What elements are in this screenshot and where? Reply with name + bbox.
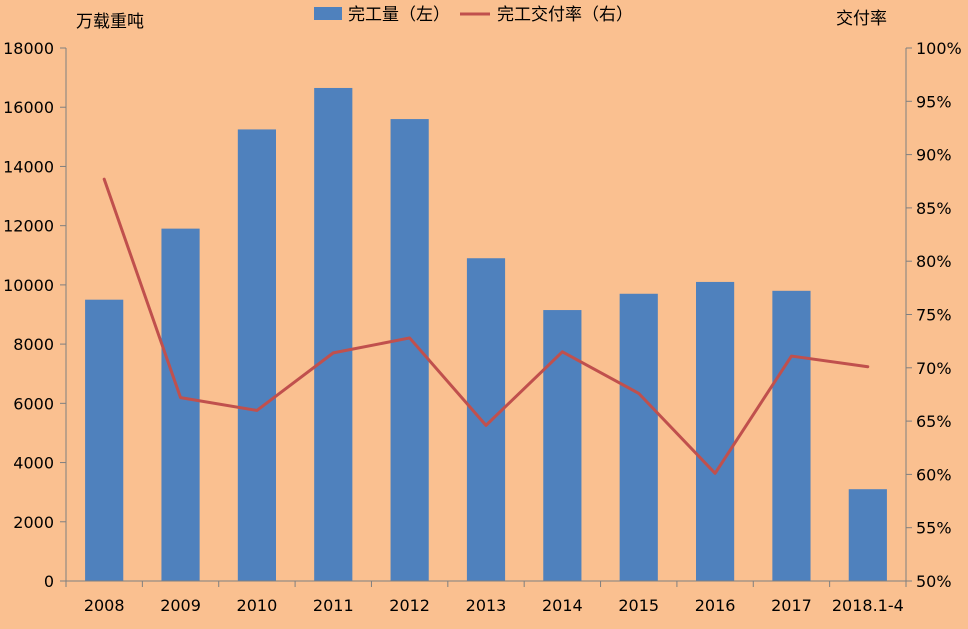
legend-swatch-bar bbox=[314, 7, 342, 20]
bar-2014 bbox=[543, 310, 582, 581]
legend-label-bar: 完工量（左） bbox=[348, 5, 450, 25]
y-left-tick-label: 0 bbox=[44, 572, 54, 591]
y-right-tick-label: 90% bbox=[916, 146, 952, 165]
line-path bbox=[102, 177, 870, 475]
x-tick-label: 2012 bbox=[389, 596, 430, 615]
x-tick-label: 2008 bbox=[84, 596, 125, 615]
y-left-tick-label: 14000 bbox=[3, 157, 54, 176]
y-axis-right-title: 交付率 bbox=[836, 9, 887, 29]
y-left-tick-label: 18000 bbox=[3, 39, 54, 58]
x-tick-label: 2013 bbox=[466, 596, 507, 615]
y-right-tick-label: 80% bbox=[916, 252, 952, 271]
y-axis-right-ticks: 50% 55% 60% 65% 70% 75% 80% 85% 90% 95% 100% bbox=[906, 39, 962, 591]
x-tick-label: 2018.1-4 bbox=[832, 596, 904, 615]
bar-2018.1-4 bbox=[848, 489, 887, 581]
y-right-tick-label: 85% bbox=[916, 199, 952, 218]
y-left-tick-label: 10000 bbox=[3, 276, 54, 295]
y-left-tick-label: 6000 bbox=[13, 394, 54, 413]
y-right-tick-label: 70% bbox=[916, 359, 952, 378]
legend-label-line: 完工交付率（右） bbox=[497, 5, 633, 25]
bar-2013 bbox=[466, 258, 506, 581]
legend: 完工量（左） 完工交付率（右） bbox=[314, 5, 633, 25]
x-tick-label: 2010 bbox=[237, 596, 278, 615]
bar-2016 bbox=[696, 281, 735, 581]
x-tick-label: 2011 bbox=[313, 596, 354, 615]
x-tick-label: 2014 bbox=[542, 596, 583, 615]
x-tick-label: 2009 bbox=[160, 596, 201, 615]
y-right-tick-label: 100% bbox=[916, 39, 962, 58]
bar-series bbox=[85, 87, 887, 581]
y-left-tick-label: 8000 bbox=[13, 335, 54, 354]
y-left-tick-label: 2000 bbox=[13, 513, 54, 532]
y-left-tick-label: 16000 bbox=[3, 98, 54, 117]
x-tick-label: 2016 bbox=[695, 596, 736, 615]
y-axis-left-title: 万载重吨 bbox=[76, 12, 144, 32]
x-axis-ticks: 2008 2009 2010 2011 2012 2013 2014 2015 2016 2017… bbox=[65, 581, 907, 615]
bar-2010 bbox=[237, 129, 276, 581]
x-tick-label: 2017 bbox=[771, 596, 812, 615]
x-tick-label: 2015 bbox=[618, 596, 659, 615]
bar-2015 bbox=[619, 293, 658, 581]
line-series bbox=[102, 177, 870, 475]
bar-2017 bbox=[772, 290, 811, 581]
y-right-tick-label: 60% bbox=[916, 465, 952, 484]
bar-2011 bbox=[314, 87, 353, 581]
bar-2009 bbox=[161, 228, 200, 581]
bar-2008 bbox=[85, 299, 124, 581]
y-left-tick-label: 4000 bbox=[13, 454, 54, 473]
y-right-tick-label: 55% bbox=[916, 519, 952, 538]
y-right-tick-label: 65% bbox=[916, 412, 952, 431]
y-right-tick-label: 75% bbox=[916, 306, 952, 325]
y-axis-left-ticks: 0 2000 4000 6000 8000 10000 12000 14000 16000 180… bbox=[3, 39, 66, 591]
y-right-tick-label: 95% bbox=[916, 92, 952, 111]
bar-2012 bbox=[390, 119, 429, 581]
y-left-tick-label: 12000 bbox=[3, 217, 54, 236]
y-right-tick-label: 50% bbox=[916, 572, 952, 591]
